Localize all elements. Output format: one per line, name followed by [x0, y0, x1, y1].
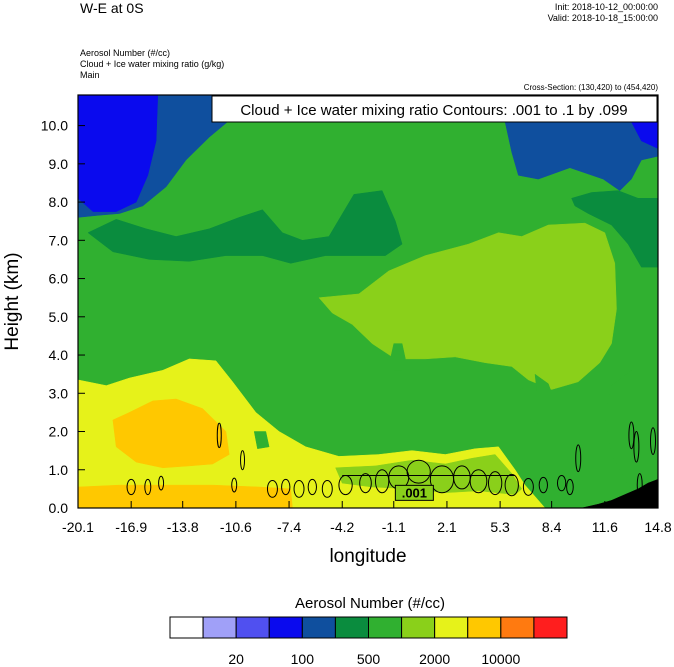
cloud-contour-0 — [216, 422, 222, 449]
cross-section-label: Cross-Section: (130,420) to (454,420) — [523, 83, 658, 92]
plot-title: W-E at 0S — [80, 0, 144, 16]
cloud-contour-6 — [266, 479, 278, 498]
cloud-contour-10 — [321, 479, 333, 498]
aerosol-region-14 — [519, 383, 544, 425]
cloud-contour-3 — [126, 478, 136, 496]
field-description: Aerosol Number (#/cc) Cloud + Ice water … — [80, 48, 224, 81]
colorbar-label: 10000 — [481, 651, 520, 667]
x-tick-label: -1.1 — [382, 519, 406, 535]
aerosol-region-5 — [571, 190, 658, 268]
y-tick-label: 10.0 — [41, 118, 68, 134]
colorbar-swatch-0 — [169, 616, 204, 639]
cloud-contour-1 — [240, 450, 246, 471]
aerosol-region-12 — [78, 484, 293, 508]
x-tick-label: 2.1 — [437, 519, 457, 535]
cloud-contour-9 — [307, 478, 317, 496]
cloud-contour-18 — [469, 469, 488, 494]
cloud-contour-26 — [628, 421, 635, 450]
colorbar-swatch-8 — [434, 616, 469, 639]
contour-annotation: Cloud + Ice water mixing ratio Contours:… — [240, 102, 627, 119]
y-tick-label: 7.0 — [49, 232, 69, 248]
cloud-contour-22 — [538, 476, 548, 494]
cloud-contour-13 — [374, 469, 390, 494]
colorbar-swatch-1 — [202, 616, 237, 639]
colorbar-swatch-3 — [268, 616, 303, 639]
y-tick-label: 9.0 — [49, 156, 69, 172]
aerosol-region-13 — [390, 343, 406, 371]
aerosol-region-4 — [87, 190, 403, 264]
colorbar-swatch-9 — [467, 616, 502, 639]
init-time: Init: 2018-10-12_00:00:00 — [554, 2, 658, 12]
x-axis-label: longitude — [329, 546, 406, 567]
x-tick-label: -4.2 — [330, 519, 354, 535]
cloud-contour-2 — [231, 477, 238, 493]
cloud-contour-12 — [359, 473, 372, 494]
cloud-contour-19 — [487, 471, 503, 496]
y-tick-label: 1.0 — [49, 462, 69, 478]
field-line-aerosol: Aerosol Number (#/cc) — [80, 48, 171, 58]
annotation-box-bg — [211, 95, 658, 123]
colorbar-swatch-7 — [401, 616, 436, 639]
aerosol-region-7 — [534, 373, 569, 501]
valid-time: Valid: 2018-10-18_15:00:00 — [547, 13, 658, 23]
y-tick-label: 6.0 — [49, 271, 69, 287]
y-tick-label: 8.0 — [49, 194, 69, 210]
x-tick-label: -20.1 — [62, 519, 94, 535]
cloud-contour-15 — [406, 459, 431, 484]
y-tick-label: 5.0 — [49, 309, 69, 325]
contour-label: .001 — [402, 485, 427, 500]
cloud-contour-28 — [650, 427, 657, 455]
cloud-contour-7 — [281, 478, 291, 496]
y-tick-label: 4.0 — [49, 347, 69, 363]
x-tick-label: 5.3 — [490, 519, 510, 535]
aerosol-region-15 — [253, 431, 270, 449]
aerosol-region-1 — [78, 95, 159, 212]
colorbar-title: Aerosol Number (#/cc) — [294, 595, 446, 612]
cloud-contour-23 — [556, 474, 567, 492]
cloud-contour-27 — [633, 431, 640, 463]
x-tick-label: -16.9 — [115, 519, 147, 535]
contour-label-box — [394, 484, 434, 501]
y-tick-label: 3.0 — [49, 385, 69, 401]
cloud-contour-29 — [636, 473, 643, 498]
cloud-contour-8 — [293, 479, 305, 498]
x-tick-label: -7.4 — [277, 519, 301, 535]
x-tick-label: 8.4 — [542, 519, 562, 535]
x-tick-label: -13.8 — [167, 519, 199, 535]
time-info: Init: 2018-10-12_00:00:00 Valid: 2018-10… — [548, 2, 658, 24]
plot-area: .001 — [78, 95, 658, 508]
y-tick-label: 0.0 — [49, 500, 69, 516]
cloud-contour-25 — [566, 478, 574, 496]
colorbar-swatch-6 — [368, 616, 403, 639]
y-axis-label: Height (km) — [2, 252, 23, 350]
aerosol-region-11 — [112, 398, 230, 469]
field-line-main: Main — [80, 70, 100, 80]
x-tick-label: -10.6 — [220, 519, 252, 535]
x-tick-label: 11.6 — [592, 519, 618, 535]
colorbar-swatch-11 — [533, 616, 568, 639]
field-line-cloud: Cloud + Ice water mixing ratio (g/kg) — [80, 59, 225, 69]
cloud-contour-20 — [504, 473, 519, 497]
cloud-contour-21 — [522, 478, 534, 496]
colorbar-swatch-4 — [301, 616, 336, 639]
colorbar-label: 20 — [228, 651, 244, 667]
y-tick-label: 2.0 — [49, 424, 69, 440]
colorbar-label: 500 — [357, 651, 381, 667]
cloud-contour-4 — [144, 478, 152, 496]
colorbar-label: 100 — [291, 651, 315, 667]
cloud-contour-24 — [575, 444, 582, 473]
colorbar-label: 2000 — [419, 651, 450, 667]
colorbar-swatch-5 — [334, 616, 369, 639]
x-tick-label: 14.8 — [644, 519, 671, 535]
cloud-contour-5 — [158, 475, 165, 491]
annotation-box: Cloud + Ice water mixing ratio Contours:… — [211, 95, 658, 123]
colorbar-swatch-10 — [500, 616, 535, 639]
colorbar-swatch-2 — [235, 616, 270, 639]
plot-frame — [77, 94, 659, 509]
terrain-fill — [581, 479, 658, 508]
